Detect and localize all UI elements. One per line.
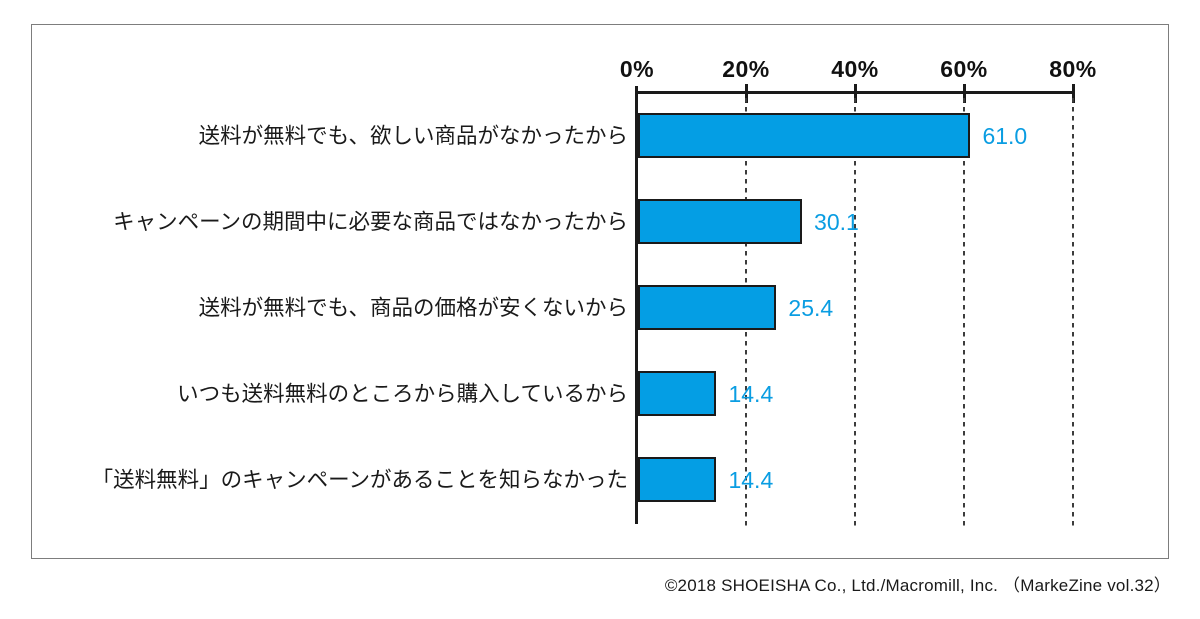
bar [638, 113, 971, 158]
chart-frame [31, 24, 1169, 559]
gridline [854, 98, 856, 528]
bar [638, 457, 717, 502]
x-axis-tick-label: 20% [722, 56, 770, 82]
value-label: 61.0 [982, 123, 1028, 149]
x-axis-tick [963, 84, 966, 103]
value-label: 30.1 [814, 209, 859, 235]
gridline [963, 98, 965, 528]
value-label: 14.4 [728, 467, 774, 493]
x-axis-tick-label: 60% [940, 56, 988, 82]
category-label: 送料が無料でも、欲しい商品がなかったから [198, 124, 628, 148]
x-axis-tick-label: 0% [619, 56, 655, 82]
gridline [1072, 98, 1074, 528]
bar [638, 285, 777, 330]
x-axis-tick [854, 84, 857, 103]
x-axis-tick [1072, 84, 1075, 103]
category-label: 「送料無料」のキャンペーンがあることを知らなかった [91, 468, 628, 492]
x-axis-tick-label: 80% [1049, 56, 1097, 82]
value-label: 25.4 [788, 295, 834, 321]
bar [638, 199, 803, 244]
y-axis-line [635, 86, 638, 524]
bar [638, 371, 717, 416]
category-label: いつも送料無料のところから購入しているから [177, 382, 628, 406]
x-axis-tick [745, 84, 748, 103]
category-label: キャンペーンの期間中に必要な商品ではなかったから [113, 210, 628, 234]
x-axis-tick-label: 40% [831, 56, 879, 82]
category-label: 送料が無料でも、商品の価格が安くないから [198, 296, 628, 320]
copyright-text: ©2018 SHOEISHA Co., Ltd./Macromill, Inc.… [664, 576, 1171, 595]
value-label: 14.4 [728, 381, 774, 407]
